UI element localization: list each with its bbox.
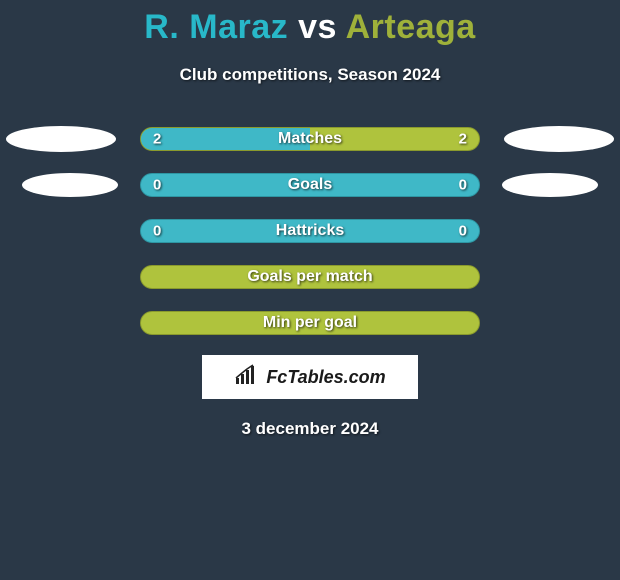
vs-text: vs xyxy=(298,8,337,46)
stat-row-hattricks: 0 Hattricks 0 xyxy=(0,219,620,243)
stat-value-left: 0 xyxy=(153,223,161,240)
stat-bar: 0 Goals 0 xyxy=(140,173,480,197)
stat-label: Min per goal xyxy=(263,314,357,332)
ellipse-icon xyxy=(6,126,116,152)
stat-value-left: 0 xyxy=(153,177,161,194)
stats-rows: 2 Matches 2 0 Goals 0 0 Hattricks 0 Goal… xyxy=(0,127,620,335)
stat-label: Goals per match xyxy=(247,268,372,286)
stat-bar: Min per goal xyxy=(140,311,480,335)
stat-row-goals: 0 Goals 0 xyxy=(0,173,620,197)
stat-value-right: 2 xyxy=(459,131,467,148)
stat-bar: 2 Matches 2 xyxy=(140,127,480,151)
stat-value-left: 2 xyxy=(153,131,161,148)
date-text: 3 december 2024 xyxy=(0,419,620,439)
stat-value-right: 0 xyxy=(459,223,467,240)
stat-label: Goals xyxy=(288,176,332,194)
stat-label: Matches xyxy=(278,130,342,148)
logo-box: FcTables.com xyxy=(202,355,418,399)
stat-value-right: 0 xyxy=(459,177,467,194)
chart-icon xyxy=(234,364,260,391)
player2-name: Arteaga xyxy=(346,8,476,46)
stat-label: Hattricks xyxy=(276,222,344,240)
subtitle: Club competitions, Season 2024 xyxy=(0,65,620,85)
page-title: R. Maraz vs Arteaga xyxy=(0,0,620,47)
player1-name: R. Maraz xyxy=(144,8,288,46)
logo-text: FcTables.com xyxy=(266,367,385,388)
ellipse-icon xyxy=(22,173,118,197)
ellipse-icon xyxy=(504,126,614,152)
stat-row-matches: 2 Matches 2 xyxy=(0,127,620,151)
stat-bar: 0 Hattricks 0 xyxy=(140,219,480,243)
ellipse-icon xyxy=(502,173,598,197)
stat-row-min-per-goal: Min per goal xyxy=(0,311,620,335)
stat-bar: Goals per match xyxy=(140,265,480,289)
stat-row-goals-per-match: Goals per match xyxy=(0,265,620,289)
